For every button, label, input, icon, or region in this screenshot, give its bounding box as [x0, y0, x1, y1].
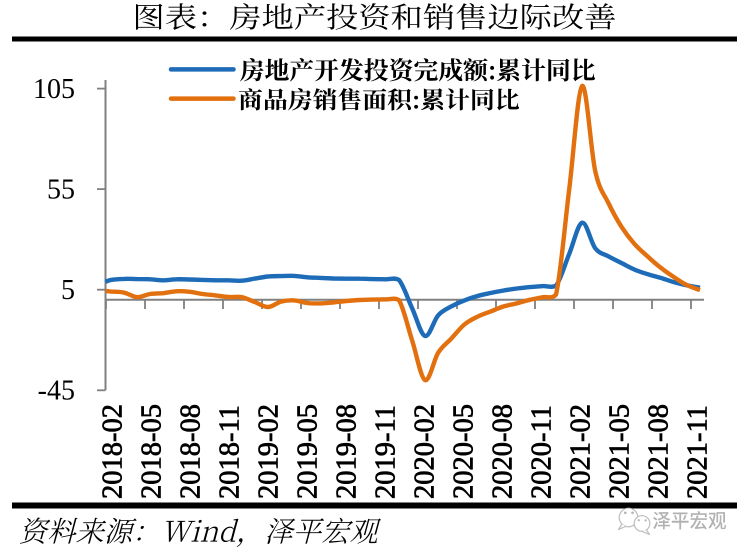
svg-text:2018-02: 2018-02 — [98, 404, 129, 499]
svg-text:2018-08: 2018-08 — [176, 404, 207, 499]
svg-text:2021-02: 2021-02 — [566, 404, 597, 499]
svg-text:105: 105 — [33, 74, 75, 105]
svg-text:2021-08: 2021-08 — [644, 404, 675, 499]
svg-text:2020-05: 2020-05 — [449, 404, 480, 499]
svg-text:2018-05: 2018-05 — [137, 404, 168, 499]
svg-text:2019-02: 2019-02 — [254, 404, 285, 499]
svg-text:-45: -45 — [38, 376, 75, 407]
svg-text:55: 55 — [47, 175, 75, 206]
svg-text:2019-05: 2019-05 — [293, 404, 324, 499]
svg-text:2020-08: 2020-08 — [488, 404, 519, 499]
svg-text:2020-11: 2020-11 — [527, 405, 558, 499]
svg-text:2020-02: 2020-02 — [410, 404, 441, 499]
svg-text:2018-11: 2018-11 — [215, 405, 246, 499]
svg-text:2021-11: 2021-11 — [683, 405, 714, 499]
svg-text:2019-11: 2019-11 — [371, 405, 402, 499]
svg-text:2019-08: 2019-08 — [332, 404, 363, 499]
svg-text:2021-05: 2021-05 — [605, 404, 636, 499]
svg-text:5: 5 — [61, 275, 75, 306]
